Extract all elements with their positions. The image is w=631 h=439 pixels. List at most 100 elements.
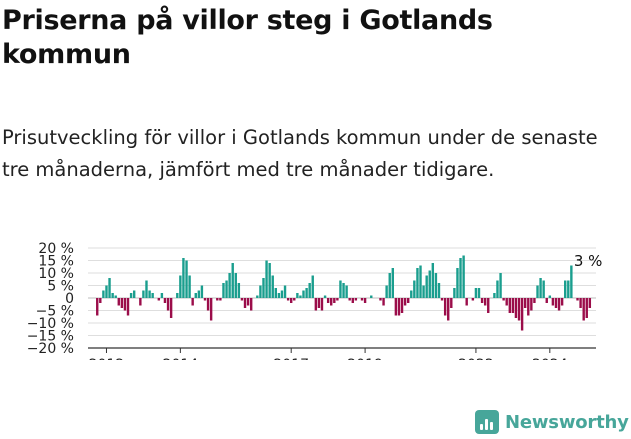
y-tick-label: 20 % xyxy=(38,241,74,257)
bar xyxy=(308,283,311,298)
bar xyxy=(234,273,237,298)
y-tick-label: −15 % xyxy=(27,329,74,345)
bar xyxy=(413,280,416,298)
bar xyxy=(105,285,108,298)
bar xyxy=(342,283,345,298)
bar xyxy=(240,298,244,301)
bar xyxy=(551,298,555,306)
bar xyxy=(326,298,330,303)
bar xyxy=(274,288,277,298)
bar xyxy=(360,298,364,301)
bar xyxy=(403,298,407,306)
bar xyxy=(323,295,327,298)
bar xyxy=(354,298,358,301)
bar xyxy=(280,290,284,298)
bar xyxy=(102,290,105,298)
bar xyxy=(197,290,201,298)
y-tick-label: 15 % xyxy=(38,254,74,270)
x-tick-label: 2022 xyxy=(458,357,494,360)
bar xyxy=(259,285,262,298)
bar xyxy=(527,298,530,316)
bar xyxy=(348,298,351,301)
bar xyxy=(564,280,567,298)
bar xyxy=(560,298,564,306)
bar xyxy=(536,285,539,298)
bar xyxy=(502,298,505,301)
bar xyxy=(311,275,314,298)
bar xyxy=(231,263,234,298)
bar xyxy=(557,298,561,311)
bar xyxy=(249,298,253,311)
bar xyxy=(194,293,197,298)
x-tick-label: 2014 xyxy=(163,357,199,360)
bar xyxy=(305,288,308,298)
bar xyxy=(314,298,318,311)
bar xyxy=(246,298,250,306)
bar xyxy=(179,275,182,298)
chart-subtitle: Prisutveckling för villor i Gotlands kom… xyxy=(2,126,598,181)
bar xyxy=(169,298,173,318)
bar xyxy=(410,290,413,298)
bar xyxy=(434,273,438,298)
bar xyxy=(422,285,425,298)
bar xyxy=(554,298,558,308)
bar xyxy=(289,298,293,303)
bar xyxy=(428,270,431,298)
bar xyxy=(425,275,428,298)
bar xyxy=(99,298,102,303)
bar xyxy=(216,298,219,301)
bar xyxy=(576,298,579,301)
bar xyxy=(176,293,179,298)
y-tick-label: 10 % xyxy=(38,266,74,282)
bar xyxy=(508,298,512,313)
bar xyxy=(345,285,348,298)
bar xyxy=(419,265,422,298)
x-tick-label: 2019 xyxy=(347,357,383,360)
bar xyxy=(209,298,213,321)
bar xyxy=(496,280,499,298)
newsworthy-logo: Newsworthy xyxy=(475,408,629,436)
bar xyxy=(400,298,404,313)
bar xyxy=(296,293,299,298)
bar xyxy=(511,298,515,313)
bar xyxy=(499,273,502,298)
bar xyxy=(539,278,542,298)
bars xyxy=(96,255,592,331)
x-tick-label: 2024 xyxy=(532,357,568,360)
bar xyxy=(480,298,484,303)
y-tick-label: 5 % xyxy=(47,279,74,295)
bar xyxy=(160,293,164,298)
bar xyxy=(379,298,382,301)
bar xyxy=(456,268,459,298)
bar xyxy=(293,298,296,301)
bar xyxy=(514,298,518,318)
y-tick-label: −20 % xyxy=(27,341,74,357)
bar xyxy=(570,265,573,298)
y-tick-label: −10 % xyxy=(27,316,74,332)
bar xyxy=(185,260,188,298)
bar xyxy=(431,263,435,298)
bar xyxy=(117,298,120,306)
bar xyxy=(588,298,592,308)
y-tick-label: −5 % xyxy=(36,304,74,320)
bar xyxy=(339,280,342,298)
brand-name: Newsworthy xyxy=(505,411,629,433)
bar xyxy=(262,278,265,298)
bar xyxy=(166,298,170,311)
bar xyxy=(407,298,410,303)
bar xyxy=(228,273,231,298)
bar xyxy=(385,285,388,298)
bar xyxy=(163,298,167,303)
bar xyxy=(330,298,333,306)
bar xyxy=(505,298,508,306)
bar xyxy=(317,298,321,308)
bar xyxy=(203,298,207,301)
page-title: Priserna på villor steg i Gotlands kommu… xyxy=(2,5,493,70)
bar xyxy=(585,298,588,318)
bar xyxy=(450,298,453,308)
bar xyxy=(256,295,259,298)
bar xyxy=(477,288,481,298)
bar xyxy=(336,298,339,301)
bar xyxy=(191,298,194,306)
bar-chart: 20 %15 %10 %5 %0−5 %−10 %−15 %−20 % 2012… xyxy=(27,241,603,360)
